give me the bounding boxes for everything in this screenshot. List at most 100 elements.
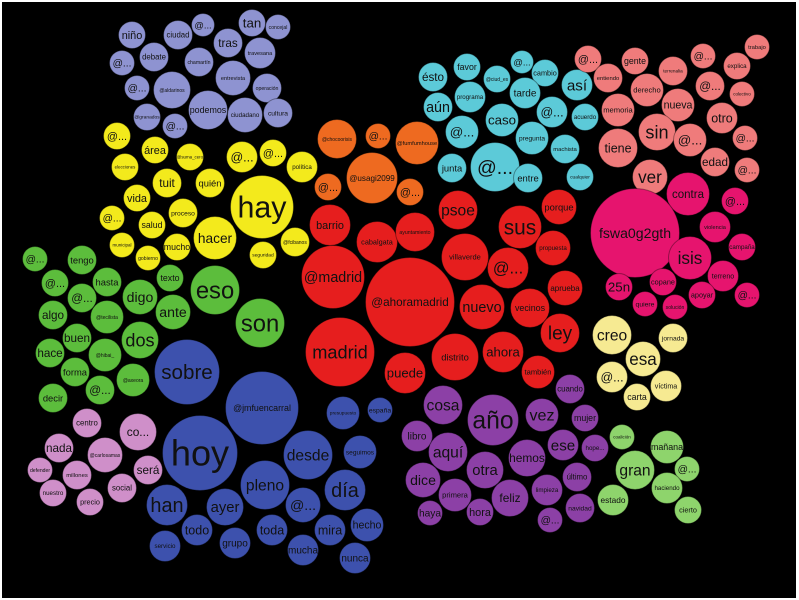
bubble-circle bbox=[41, 269, 69, 297]
bubble-circle bbox=[60, 357, 90, 387]
word-bubble: travesana bbox=[244, 37, 276, 69]
word-bubble: terreno bbox=[707, 260, 739, 292]
word-bubble: creo bbox=[592, 315, 632, 355]
word-bubble: terrenalia bbox=[658, 56, 688, 86]
bubble-circle bbox=[146, 484, 188, 526]
bubble-label: pleno bbox=[246, 477, 284, 494]
bubble-circle bbox=[226, 141, 258, 173]
bubble-circle bbox=[259, 139, 287, 167]
bubble-label: año bbox=[472, 408, 513, 435]
bubble-label: gente bbox=[624, 56, 646, 66]
word-bubble: puede bbox=[384, 352, 426, 394]
bubble-label: coalición bbox=[613, 435, 631, 440]
bubble-label: villaverde bbox=[449, 253, 481, 262]
word-bubble: @... bbox=[690, 43, 716, 69]
word-bubble: @... bbox=[673, 123, 707, 157]
bubble-label: aquí bbox=[433, 444, 464, 461]
bubble-label: feliz bbox=[499, 491, 520, 505]
bubble-label: propuesta bbox=[539, 245, 567, 252]
bubble-label: forma bbox=[63, 366, 88, 377]
bubble-label: proceso bbox=[171, 210, 195, 217]
cluster-red: barrio cabalgata ayuntamiento psoe sus porque… bbox=[301, 189, 583, 394]
word-bubble: ésto bbox=[418, 62, 448, 92]
bubble-circle bbox=[509, 77, 541, 109]
bubble-label: acuerdo bbox=[574, 114, 597, 121]
bubble-label: texto bbox=[160, 273, 179, 283]
bubble-circle bbox=[565, 493, 595, 523]
bubble-circle bbox=[38, 383, 68, 413]
word-bubble: @... bbox=[470, 142, 520, 192]
bubble-label: libro bbox=[408, 432, 427, 443]
word-bubble: ese bbox=[547, 429, 579, 461]
bubble-circle bbox=[483, 65, 511, 93]
bubble-label: día bbox=[331, 480, 360, 502]
bubble-label: jornada bbox=[661, 335, 685, 342]
bubble-label: estado bbox=[601, 495, 626, 505]
word-bubble: jornada bbox=[658, 323, 688, 353]
bubble-label: @... bbox=[113, 59, 132, 70]
word-bubble: apoyar bbox=[688, 281, 716, 309]
bubble-circle bbox=[662, 294, 688, 320]
bubble-label: debate bbox=[142, 53, 166, 62]
word-bubble: vez bbox=[525, 398, 559, 432]
bubble-circle bbox=[428, 432, 468, 472]
bubble-label: ley bbox=[548, 324, 573, 345]
word-bubble: hay bbox=[230, 175, 294, 239]
word-bubble: @tecilista bbox=[90, 300, 124, 334]
bubble-label: entrevista bbox=[221, 76, 246, 82]
bubble-label: @... bbox=[103, 214, 122, 225]
bubble-label: vida bbox=[127, 193, 148, 205]
bubble-label: hace bbox=[37, 347, 62, 360]
bubble-circle bbox=[674, 496, 702, 524]
word-bubble: @... bbox=[124, 75, 150, 101]
word-bubble: seguridad bbox=[249, 241, 277, 269]
bubble-circle bbox=[184, 47, 214, 77]
bubble-label: toda bbox=[260, 523, 284, 537]
word-bubble: @... bbox=[732, 125, 758, 151]
word-bubble: hope... bbox=[581, 434, 609, 462]
bubble-circle bbox=[324, 469, 366, 511]
bubble-circle bbox=[343, 435, 377, 469]
word-bubble: estado bbox=[597, 484, 629, 516]
bubble-circle bbox=[699, 211, 731, 243]
bubble-circle bbox=[301, 245, 365, 309]
word-bubble: gran bbox=[615, 450, 655, 490]
bubble-circle bbox=[67, 283, 97, 313]
word-bubble: @... bbox=[695, 71, 725, 101]
bubble-label: porque bbox=[544, 201, 573, 212]
bubble-label: cualquier bbox=[570, 175, 590, 181]
bubble-circle bbox=[156, 264, 184, 292]
word-bubble: distrito bbox=[431, 333, 479, 381]
word-bubble: @... bbox=[314, 173, 342, 201]
word-bubble: primera bbox=[438, 478, 472, 512]
bubble-circle bbox=[227, 97, 263, 133]
bubble-circle bbox=[531, 474, 563, 506]
bubble-circle bbox=[141, 136, 169, 164]
word-bubble: gobierno bbox=[135, 245, 161, 271]
word-bubble: contra bbox=[666, 172, 710, 216]
word-bubble: será bbox=[133, 455, 163, 485]
word-bubble: derecho bbox=[630, 73, 664, 107]
bubble-label: ésto bbox=[422, 71, 445, 84]
word-bubble: @... bbox=[67, 283, 97, 313]
word-bubble: @chocoorisis bbox=[317, 119, 357, 159]
word-bubble: ayer bbox=[206, 488, 244, 526]
bubble-circle bbox=[658, 56, 688, 86]
bubble-label: @... bbox=[600, 370, 623, 384]
bubble-label: contra bbox=[672, 189, 705, 201]
bubble-circle bbox=[597, 484, 629, 516]
bubble-label: @... bbox=[725, 196, 745, 208]
bubble-label: @... bbox=[450, 125, 475, 140]
bubble-circle bbox=[22, 246, 48, 272]
bubble-label: tarde bbox=[514, 89, 537, 100]
bubble-label: @usagi2099 bbox=[349, 174, 395, 183]
word-bubble: psoe bbox=[438, 190, 478, 230]
bubble-label: @ahoramadrid bbox=[371, 296, 448, 309]
word-bubble: niño bbox=[118, 21, 146, 49]
bubble-circle bbox=[445, 115, 479, 149]
bubble-label: millones bbox=[66, 473, 88, 479]
bubble-circle bbox=[673, 123, 707, 157]
word-bubble: último bbox=[562, 462, 592, 492]
bubble-label: cambio bbox=[533, 69, 557, 78]
